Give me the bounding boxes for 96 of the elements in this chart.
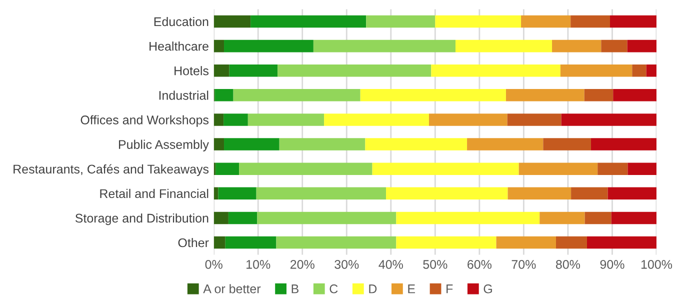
bar	[313, 40, 456, 52]
bar	[556, 236, 587, 249]
x-tick-label: 0%	[205, 260, 222, 269]
legend-label: B	[292, 284, 298, 294]
bar	[366, 15, 436, 28]
bar	[386, 187, 508, 200]
bar	[214, 40, 224, 52]
x-tick-label: 100%	[641, 260, 672, 269]
y-tick-label: Education	[154, 16, 208, 26]
x-tick-label: 60%	[468, 260, 492, 269]
bar	[372, 162, 519, 175]
legend-label: G	[484, 284, 492, 294]
bar	[518, 162, 598, 175]
y-tick-label: Public Assembly	[118, 140, 209, 152]
bar	[611, 212, 656, 224]
y-tick-label: Storage and Distribution	[75, 213, 208, 226]
bar	[214, 64, 230, 77]
bar	[598, 162, 628, 175]
bar	[214, 212, 228, 224]
bar	[586, 236, 656, 249]
bar	[228, 212, 258, 224]
bar	[365, 138, 468, 150]
x-tick-label: 10%	[246, 260, 270, 269]
bar	[428, 114, 508, 126]
y-tick-label: Industrial	[159, 90, 208, 100]
legend-label: F	[446, 284, 453, 294]
bar	[224, 138, 280, 150]
bar	[610, 15, 656, 28]
bar	[257, 212, 396, 224]
bar	[506, 89, 584, 102]
bar	[431, 64, 560, 77]
bar	[456, 40, 552, 52]
bar	[396, 236, 496, 249]
y-tick-label: Offices and Workshops	[80, 115, 209, 127]
bar	[225, 236, 276, 249]
y-tick-label: Healthcare	[150, 42, 208, 51]
bar	[584, 212, 612, 224]
bar	[239, 162, 372, 175]
bar	[628, 162, 656, 175]
y-tick-label: Restaurants, Cafés and Takeaways	[14, 164, 209, 176]
bar	[224, 114, 248, 126]
bar	[561, 114, 656, 126]
bar	[214, 187, 218, 200]
bar	[360, 89, 506, 102]
y-tick-label: Other	[178, 238, 209, 248]
bar	[248, 114, 324, 126]
bar	[229, 64, 278, 77]
bar	[256, 187, 386, 200]
legend-label: A or better	[203, 284, 261, 294]
bar	[496, 236, 556, 249]
bar	[507, 114, 562, 126]
x-tick-label: 20%	[290, 260, 314, 269]
bar	[570, 15, 610, 28]
bar	[601, 40, 628, 52]
bar	[467, 138, 544, 150]
bar	[646, 64, 656, 77]
bar	[324, 114, 429, 126]
x-tick-label: 70%	[512, 260, 536, 269]
bar	[396, 212, 540, 224]
x-tick-label: 30%	[334, 260, 359, 269]
bar	[560, 64, 632, 77]
bar	[216, 162, 240, 175]
bar	[214, 236, 226, 249]
x-tick-label: 90%	[600, 260, 624, 269]
bar	[543, 138, 591, 150]
bar	[571, 187, 608, 200]
bar	[250, 15, 366, 28]
bar	[540, 212, 585, 224]
x-tick-label: 50%	[423, 260, 448, 269]
legend-label: E	[408, 284, 415, 294]
bar	[233, 89, 360, 102]
bar	[278, 64, 432, 77]
bar	[214, 89, 234, 102]
x-tick-label: 40%	[378, 260, 403, 269]
bar	[627, 40, 656, 52]
bar	[521, 15, 571, 28]
bar	[608, 187, 656, 200]
bar	[435, 15, 522, 28]
bar	[214, 114, 224, 126]
bar	[214, 138, 224, 150]
bar	[552, 40, 602, 52]
legend-label: C	[330, 284, 338, 294]
bar	[276, 236, 396, 249]
legend-label: D	[369, 284, 377, 294]
x-tick-label: 80%	[556, 260, 580, 269]
bar	[632, 64, 646, 77]
y-tick-label: Hotels	[174, 66, 209, 76]
bar	[590, 138, 656, 150]
bar	[584, 89, 614, 102]
bar	[613, 89, 656, 102]
bar	[224, 40, 314, 52]
bar	[214, 15, 251, 28]
y-tick-label: Retail and Financial	[100, 188, 208, 198]
bar	[218, 187, 256, 200]
bar	[279, 138, 366, 150]
bar	[508, 187, 572, 200]
